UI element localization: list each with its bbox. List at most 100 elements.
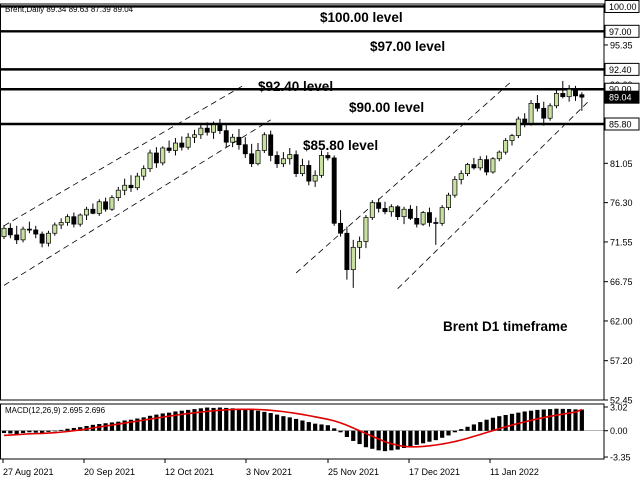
macd-histogram-bar xyxy=(224,407,229,431)
candle-body-bull xyxy=(230,136,236,143)
candle-body-bull xyxy=(211,124,216,133)
macd-histogram-bar xyxy=(103,423,108,431)
macd-histogram-bar xyxy=(338,430,343,433)
macd-histogram-bar xyxy=(459,429,464,431)
macd-histogram-bar xyxy=(147,415,153,431)
macd-histogram-bar xyxy=(452,430,457,433)
macd-histogram-bar xyxy=(122,420,127,431)
macd-histogram-bar xyxy=(503,415,508,431)
candle-body-bull xyxy=(528,102,534,124)
level-label: $100.00 level xyxy=(320,10,403,25)
candle-body-bear xyxy=(522,118,528,124)
macd-histogram-bar xyxy=(186,409,191,431)
macd-histogram-bar xyxy=(567,409,572,431)
candle-body-bull xyxy=(439,207,445,224)
macd-histogram-bar xyxy=(217,407,222,431)
macd-histogram-bar xyxy=(440,430,445,438)
candle-body-bull xyxy=(192,134,197,138)
candle-body-bear xyxy=(90,208,96,214)
macd-histogram-bar xyxy=(40,430,45,434)
price-tick-label: 66.75 xyxy=(610,277,633,287)
level-label: $92.40 level xyxy=(258,79,333,94)
macd-histogram-bar xyxy=(268,413,273,431)
macd-histogram-bar xyxy=(167,412,172,431)
candle-body-bull xyxy=(319,155,324,176)
candle-body-bull xyxy=(280,158,286,165)
candle-body-bear xyxy=(560,93,566,98)
candle-body-bear xyxy=(26,228,32,231)
candle-body-bull xyxy=(312,174,318,182)
candle-body-bear xyxy=(179,142,185,148)
x-tick-label: 3 Nov 2021 xyxy=(246,467,292,477)
candle-body-bull xyxy=(458,173,464,180)
candle-body-bull xyxy=(490,158,496,173)
macd-histogram-bar xyxy=(230,408,235,431)
macd-histogram-bar xyxy=(65,428,70,431)
candle-body-bull xyxy=(496,151,502,160)
candle-body-bear xyxy=(338,222,344,234)
price-tag-label: 90.00 xyxy=(609,85,632,95)
candle-body-bear xyxy=(293,154,299,175)
macd-histogram-bar xyxy=(541,409,546,431)
candle-body-bull xyxy=(96,201,102,214)
macd-histogram-bar xyxy=(198,408,203,431)
level-label: $85.80 level xyxy=(303,138,378,153)
x-tick-label: 20 Sep 2021 xyxy=(84,467,135,477)
macd-histogram-bar xyxy=(20,430,26,434)
macd-histogram-bar xyxy=(27,430,32,433)
candle-body-bear xyxy=(274,155,280,165)
candle-body-bear xyxy=(541,107,547,119)
price-tag-box xyxy=(604,24,640,38)
candle-body-bear xyxy=(534,102,540,109)
macd-histogram-bar xyxy=(319,424,324,431)
candle-body-bull xyxy=(173,142,178,151)
x-tick-label: 25 Nov 2021 xyxy=(328,467,379,477)
macd-signal-line xyxy=(3,408,583,448)
macd-label: MACD(12,26,9) 2.695 2.696 xyxy=(5,406,106,415)
candle-body-bear xyxy=(128,184,134,189)
macd-histogram-bar xyxy=(433,430,438,441)
candle-body-bear xyxy=(249,153,255,165)
macd-histogram-bar xyxy=(471,424,476,431)
channel-1-upper xyxy=(3,83,246,227)
candle-body-bull xyxy=(58,222,64,226)
price-tag-box xyxy=(604,117,640,131)
price-tick-label: 52.45 xyxy=(610,396,633,406)
macd-histogram-bar xyxy=(395,430,400,450)
candle-body-bull xyxy=(84,208,89,216)
macd-histogram-bar xyxy=(332,428,337,431)
macd-histogram-bar xyxy=(141,417,146,431)
macd-histogram-bar xyxy=(281,416,286,431)
candle-body-bull xyxy=(350,246,356,271)
level-label: $97.00 level xyxy=(370,39,445,54)
macd-tick-label: 3.02 xyxy=(610,402,628,412)
macd-histogram-bar xyxy=(154,414,159,431)
chart-title: Brent D1 timeframe xyxy=(443,319,568,334)
price-tick-label: 81.05 xyxy=(610,159,633,169)
candle-body-bull xyxy=(547,105,553,119)
candle-body-bull xyxy=(363,217,369,242)
candle-body-bull xyxy=(261,134,267,151)
macd-histogram-bar xyxy=(306,422,311,431)
macd-histogram-bar xyxy=(344,430,349,437)
macd-histogram-bar xyxy=(192,409,197,431)
macd-histogram-bar xyxy=(351,430,356,441)
macd-histogram-bar xyxy=(173,411,178,431)
macd-histogram-bar xyxy=(465,426,470,431)
macd-plot-frame xyxy=(0,403,605,460)
candle-body-bull xyxy=(300,165,305,175)
candle-body-bear xyxy=(268,134,274,156)
candles xyxy=(1,80,585,288)
candle-body-bear xyxy=(344,232,350,271)
candle-body-bear xyxy=(14,234,20,241)
price-tick-label: 76.30 xyxy=(610,198,633,208)
candle-body-bull xyxy=(45,232,51,244)
candle-body-bull xyxy=(566,88,572,98)
price-tick-label: 62.00 xyxy=(610,316,633,326)
candle-body-bear xyxy=(414,217,420,225)
candle-body-bear xyxy=(33,229,39,235)
macd-histogram-bar xyxy=(484,419,489,431)
